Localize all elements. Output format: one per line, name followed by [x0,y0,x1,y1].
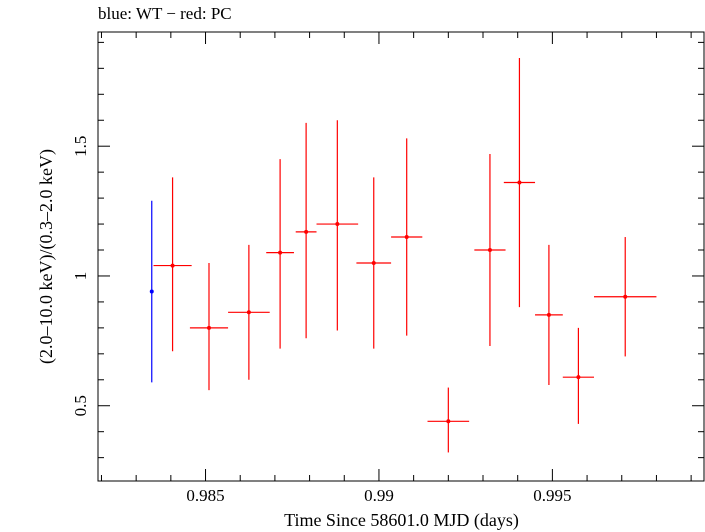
point-marker [206,325,211,330]
data-point [316,120,359,331]
point-marker [246,310,251,315]
x-axis-label: Time Since 58601.0 MJD (days) [284,510,519,531]
axis-ticks [98,32,704,481]
point-marker [170,263,175,268]
y-tick-label: 0.5 [71,395,90,416]
data-point [391,138,423,336]
point-marker [149,289,154,294]
data-point [153,177,192,352]
x-tick-label: 0.985 [186,486,224,505]
data-point [594,237,657,357]
y-tick-label: 1.5 [71,136,90,157]
data-point [266,159,294,349]
y-axis-label: (2.0–10.0 keV)/(0.3–2.0 keV) [36,149,57,364]
data-point [228,244,270,380]
point-marker [304,229,309,234]
data-point [562,327,595,424]
point-marker [335,222,340,227]
plot-frame [97,31,705,482]
x-tick-label: 0.995 [533,486,571,505]
data-marks [149,57,657,453]
y-tick-label: 1 [71,272,90,281]
data-point [474,153,506,347]
chart-title: blue: WT − red: PC [98,4,232,23]
point-marker [517,180,522,185]
data-point [427,387,470,453]
point-marker [371,260,376,265]
data-point [149,200,154,383]
data-point [356,177,392,349]
data-point [503,57,536,308]
point-marker [546,312,551,317]
point-marker [278,250,283,255]
point-marker [446,419,451,424]
axis-tick-labels: 0.985 0.99 0.995 0.5 1 1.5 [71,136,572,505]
x-tick-label: 0.99 [364,486,394,505]
point-marker [404,235,409,240]
point-marker [487,248,492,253]
point-marker [576,375,581,380]
data-point [535,244,563,385]
point-marker [623,294,628,299]
data-point [295,122,317,339]
data-point [189,262,229,391]
